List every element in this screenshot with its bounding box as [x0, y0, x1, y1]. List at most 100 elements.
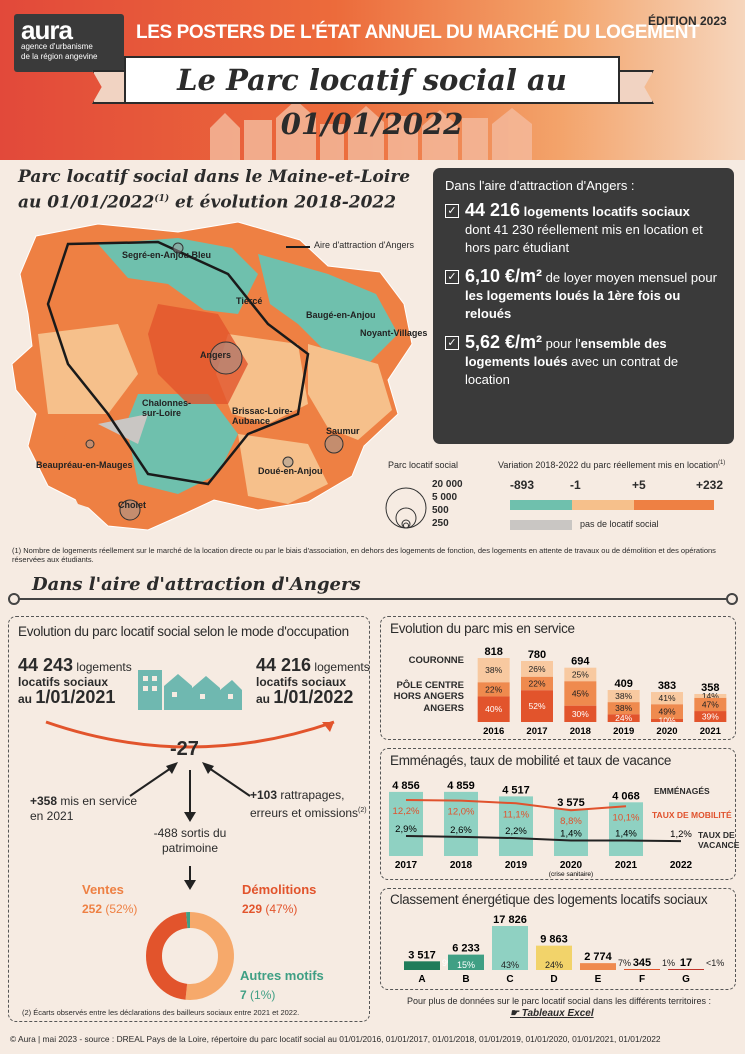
stock-2022: 44 216 logements locatifs sociaux au 1/0…: [256, 655, 370, 707]
x-tick-label: 2019: [613, 726, 634, 737]
x-tick-label: 2020: [656, 726, 677, 737]
x-tick-label: 2022: [670, 860, 693, 871]
bar-segment-label: 25%: [572, 669, 589, 679]
occupation-title: Evolution du parc locatif social selon l…: [18, 624, 349, 639]
emmenages-label: 4 517: [502, 784, 530, 796]
map-title: Parc locatif social dans le Maine-et-Loi…: [18, 167, 411, 213]
department-map[interactable]: [8, 214, 428, 544]
service-chart[interactable]: 38% 22% 40% 818 2016 26% 22% 52% 780 2017 25% 45% 30…: [472, 632, 732, 738]
emmenages-bar: [444, 791, 478, 856]
town-label: Noyant-Villages: [360, 328, 428, 338]
emmenages-bar: [499, 796, 533, 856]
energy-bar: [404, 961, 440, 970]
bar-segment-label: 52%: [528, 701, 545, 711]
bar-segment: [564, 667, 597, 682]
bar-segment-label: 22%: [485, 684, 502, 694]
ventes-label: Ventes: [82, 882, 124, 897]
vacancy-label: 1,2%: [670, 829, 692, 840]
energy-chart-panel: [380, 888, 736, 990]
no-stock-color: [510, 520, 572, 530]
map-footnote: (1) Nombre de logements réellement sur l…: [12, 546, 716, 564]
key-item-2: ✓ 6,10 €/m² de loyer moyen mensuel pour …: [445, 267, 722, 323]
key-figures-box: Dans l'aire d'attraction d'Angers : ✓ 44…: [433, 168, 734, 444]
aura-logo[interactable]: aura agence d'urbanisme de la région ang…: [14, 14, 124, 72]
emmenages-label: 3 575: [557, 797, 585, 809]
bar-segment-label: 10%: [658, 716, 675, 726]
x-tick-label: 2017: [526, 726, 547, 737]
service-chart-title: Evolution du parc mis en service: [390, 621, 575, 636]
bar-total-label: 358: [701, 682, 719, 694]
mobility-label: 12,0%: [448, 807, 475, 818]
excel-link[interactable]: ☛ Tableaux Excel: [510, 1008, 594, 1019]
energy-pct-label: 24%: [545, 960, 563, 970]
emmenages-label: 4 068: [612, 790, 640, 802]
energy-value-label: 17: [680, 957, 692, 969]
variation-color-sand: [572, 500, 634, 510]
check-icon: ✓: [445, 204, 459, 218]
no-stock-label: pas de locatif social: [580, 519, 659, 529]
occupation-footnote: (2) Écarts observés entre les déclaratio…: [22, 1008, 300, 1017]
donut-segment: [185, 912, 234, 1000]
x-tick-label: 2016: [483, 726, 504, 737]
town-label: Doué-en-Anjou: [258, 466, 323, 476]
demolitions-label: Démolitions: [242, 882, 317, 897]
logo-subtitle-1: agence d'urbanisme: [21, 42, 93, 51]
ventes-value: 252 (52%): [82, 902, 138, 916]
donut-segment: [146, 912, 188, 1000]
energy-bar: [624, 969, 660, 970]
flow-exits: -488 sortis du patrimoine: [153, 826, 227, 855]
check-icon: ✓: [445, 270, 459, 284]
x-tick-label: 2017: [395, 860, 418, 871]
bar-segment-label: 38%: [485, 665, 502, 675]
town-label: Baugé-en-Anjou: [306, 310, 376, 320]
mobility-label: 10,1%: [613, 812, 640, 823]
excel-intro: Pour plus de données sur le parc locatif…: [407, 996, 711, 1006]
bar-segment: [477, 696, 510, 722]
town-label: Saumur: [326, 426, 360, 436]
bar-segment-label: 40%: [485, 704, 502, 714]
energy-bar: [448, 954, 484, 970]
bar-segment: [521, 690, 553, 722]
bar-segment: [607, 702, 640, 715]
bar-segment: [607, 714, 640, 722]
mobility-chart[interactable]: 4 856 12,2% 2,9% 2017 4 859 12,0% 2,6% 2018 4 51…: [386, 770, 736, 878]
bar-total-label: 694: [571, 656, 590, 668]
evolution-arc: [45, 720, 335, 749]
bar-segment: [651, 692, 683, 705]
bar-total-label: 780: [528, 649, 546, 661]
edition-label: ÉDITION 2023: [648, 14, 727, 28]
energy-pct-label: 1%: [662, 958, 675, 968]
bar-segment: [651, 704, 683, 720]
bar-segment-label: 41%: [658, 693, 675, 703]
logo-subtitle-2: de la région angevine: [21, 52, 98, 61]
mobility-line: [405, 799, 627, 812]
energy-value-label: 17 826: [493, 914, 527, 926]
series-title: LES POSTERS DE L'ÉTAT ANNUEL DU MARCHÉ D…: [136, 22, 700, 43]
demolitions-value: 229 (47%): [242, 902, 298, 916]
footer-source: © Aura | mai 2023 - source : DREAL Pays …: [10, 1034, 661, 1044]
energy-pct-label: 43%: [501, 960, 519, 970]
vacancy-line: [405, 835, 682, 843]
bar-segment: [564, 681, 597, 706]
flow-new-service: +358 mis en service en 2021: [30, 794, 138, 823]
emmenages-label: 4 856: [392, 780, 420, 792]
bar-segment-label: 30%: [572, 709, 589, 719]
delta-value: -27: [170, 738, 199, 760]
x-tick-label: 2021: [700, 726, 722, 737]
energy-value-label: 6 233: [452, 943, 480, 955]
energy-value-label: 345: [633, 957, 651, 969]
bar-segment: [521, 676, 553, 691]
town-label: Segré-en-Anjou Bleu: [122, 250, 212, 260]
circle-legend: [385, 487, 427, 529]
energy-chart-title: Classement énergétique des logements loc…: [390, 892, 708, 907]
check-icon: ✓: [445, 336, 459, 350]
bar-segment-label: 47%: [702, 699, 719, 709]
attraction-legend: Aire d'attraction d'Angers: [314, 240, 414, 250]
buildings-icon: [138, 670, 242, 710]
vacancy-label: 2,6%: [450, 825, 472, 836]
x-tick-label: G: [682, 974, 690, 985]
bar-segment: [694, 711, 727, 722]
bar-segment-label: 22%: [528, 679, 545, 689]
